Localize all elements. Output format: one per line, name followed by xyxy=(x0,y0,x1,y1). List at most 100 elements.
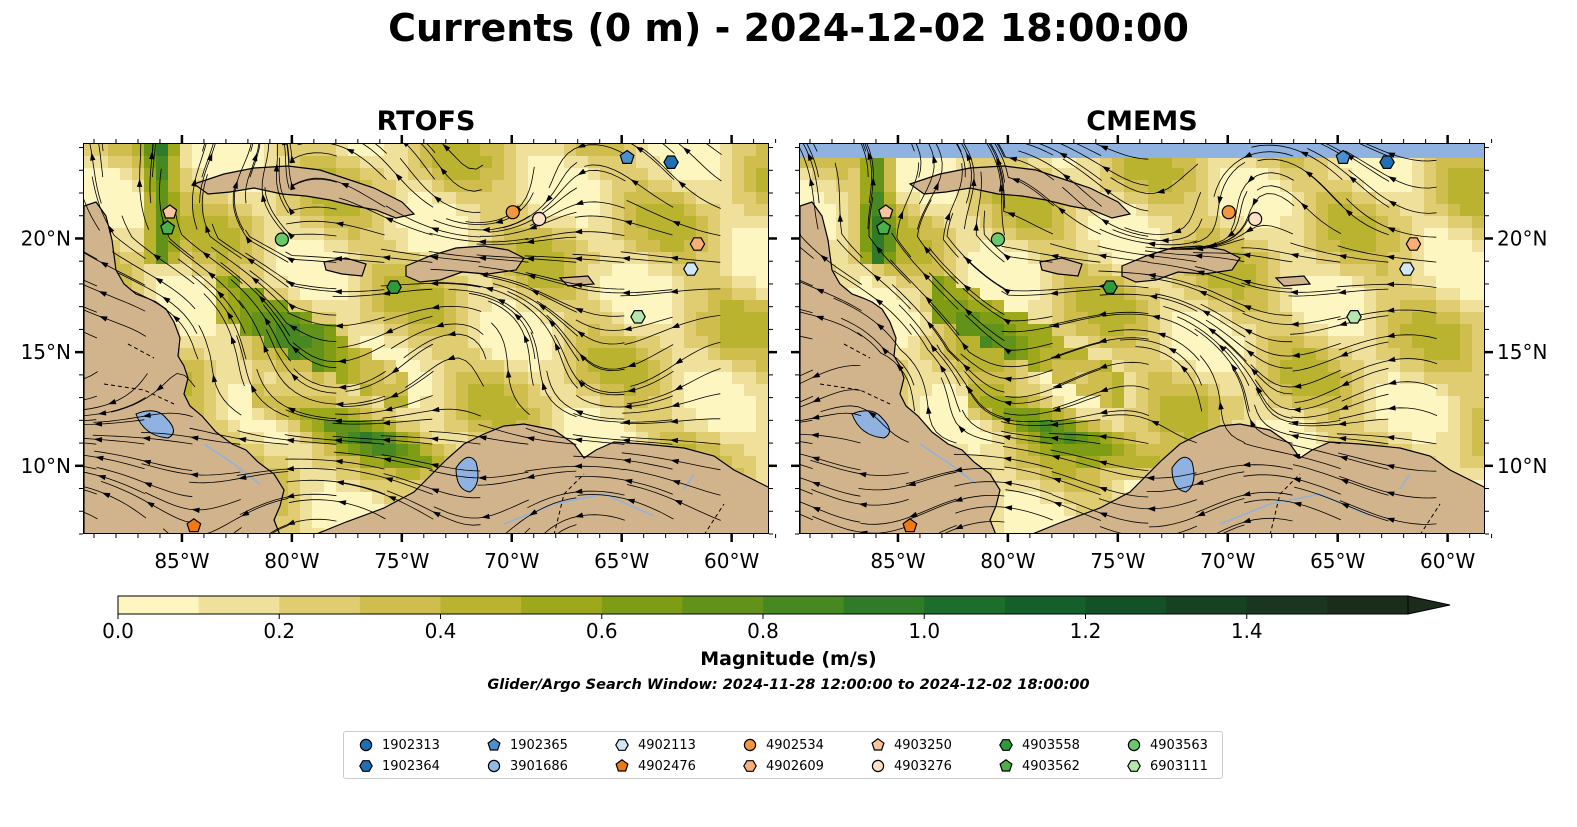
colorbar-segment xyxy=(1085,596,1167,614)
float-marker-4902609 xyxy=(1405,237,1422,251)
legend-marker-4903562 xyxy=(999,759,1013,772)
lon-tick-label: 75°W xyxy=(1090,549,1145,573)
colorbar-tick-label: 0.4 xyxy=(425,619,457,643)
legend-label: 4902113 xyxy=(638,737,696,753)
legend-marker-1902313 xyxy=(359,738,373,752)
legend-label: 4902476 xyxy=(638,758,696,774)
legend-marker-4903558 xyxy=(999,739,1013,751)
lon-tick-label: 70°W xyxy=(1200,549,1255,573)
colorbar-segment xyxy=(521,596,603,614)
map-panel-cmems[interactable] xyxy=(799,143,1485,534)
float-markers xyxy=(876,149,1422,533)
lat-tick-label: 20°N xyxy=(1497,226,1547,250)
colorbar-segment xyxy=(682,596,764,614)
float-marker-4902609 xyxy=(689,237,706,251)
lon-tick-label: 60°W xyxy=(1420,549,1475,573)
legend-marker-4903250 xyxy=(871,738,885,751)
colorbar-segment xyxy=(1327,596,1409,614)
panel-title-cmems: CMEMS xyxy=(1086,106,1198,137)
lat-tick-label: 20°N xyxy=(21,226,71,250)
float-marker-1902364 xyxy=(663,155,679,169)
colorbar-segment xyxy=(1246,596,1328,614)
colorbar-tick-label: 0.6 xyxy=(586,619,618,643)
legend-item: 6903111 xyxy=(1126,756,1208,776)
colorbar-tick-label: 1.0 xyxy=(908,619,940,643)
streamlines xyxy=(84,144,722,533)
legend-marker-3901686 xyxy=(487,759,501,773)
float-marker-4903276 xyxy=(532,211,547,227)
hexagon-marker-icon xyxy=(1127,760,1141,772)
colorbar-segment xyxy=(601,596,683,614)
colorbar-tick-label: 1.2 xyxy=(1070,619,1102,643)
legend-item: 1902313 xyxy=(358,735,440,755)
legend-label: 4902534 xyxy=(766,737,824,753)
map-panel-rtofs[interactable] xyxy=(83,143,769,534)
colorbar-label: Magnitude (m/s) xyxy=(700,648,877,670)
legend-marker-1902364 xyxy=(359,760,373,772)
colorbar-segment xyxy=(1004,596,1086,614)
float-marker-1902365 xyxy=(619,149,635,164)
colorbar-segment xyxy=(279,596,361,614)
legend-label: 4903562 xyxy=(1022,758,1080,774)
colorbar-tick-label: 0.8 xyxy=(747,619,779,643)
legend-label: 1902313 xyxy=(382,737,440,753)
circle-marker-icon xyxy=(743,738,757,752)
map-canvas xyxy=(800,144,1484,533)
colorbar-segment xyxy=(198,596,280,614)
colorbar-segment xyxy=(359,596,441,614)
map-canvas xyxy=(84,144,768,533)
float-marker-4903558 xyxy=(1102,280,1118,294)
legend-marker-4902113 xyxy=(615,739,629,751)
legend-label: 4902609 xyxy=(766,758,824,774)
float-marker-6903111 xyxy=(1346,310,1362,324)
land-masses xyxy=(84,165,768,533)
float-marker-4903562 xyxy=(876,220,892,235)
lon-tick-label: 85°W xyxy=(154,549,209,573)
legend-label: 4903558 xyxy=(1022,737,1080,753)
legend-marker-4903563 xyxy=(1127,738,1141,752)
hexagon-marker-icon xyxy=(999,739,1013,751)
circle-marker-icon xyxy=(359,738,373,752)
legend-marker-6903111 xyxy=(1127,760,1141,772)
circle-marker-icon xyxy=(871,759,885,773)
legend-item: 4903563 xyxy=(1126,735,1208,755)
legend-item: 1902364 xyxy=(358,756,440,776)
float-marker-1902365 xyxy=(1335,149,1351,164)
legend-item: 3901686 xyxy=(486,756,568,776)
lon-tick-label: 60°W xyxy=(704,549,759,573)
pentagon-marker-icon xyxy=(871,738,885,751)
lat-tick-label: 15°N xyxy=(1497,340,1547,364)
float-marker-4902534 xyxy=(1221,205,1236,220)
float-markers xyxy=(160,149,706,533)
legend-item: 4902609 xyxy=(742,756,824,776)
colorbar-tick-label: 1.4 xyxy=(1231,619,1263,643)
lat-tick-label: 15°N xyxy=(21,340,71,364)
legend-marker-4902609 xyxy=(743,760,757,772)
panel-title-rtofs: RTOFS xyxy=(376,106,476,137)
legend-item: 4903562 xyxy=(998,756,1080,776)
legend-label: 4903250 xyxy=(894,737,952,753)
float-marker-1902364 xyxy=(1379,155,1395,169)
float-marker-4902113 xyxy=(683,262,699,276)
legend-item: 4902534 xyxy=(742,735,824,755)
legend: 1902313 1902364 1902365 3901686 4902113 49024… xyxy=(343,731,1223,779)
colorbar-tick-label: 0.0 xyxy=(102,619,134,643)
colorbar-segment xyxy=(440,596,522,614)
colorbar: 0.0 0.2 0.4 0.6 0.8 1.0 1.2 1.4 xyxy=(102,595,1451,643)
map-axes: 85°W 80°W 75°W 70°W 65°W 60°W 20°N 15°N 10°N 85°W… xyxy=(21,135,1547,573)
float-marker-4903563 xyxy=(274,232,289,247)
lat-tick-label: 10°N xyxy=(1497,454,1547,478)
float-marker-6903111 xyxy=(630,310,646,324)
no-data-band xyxy=(800,144,1484,158)
legend-item: 4902113 xyxy=(614,735,696,755)
legend-item: 4902476 xyxy=(614,756,696,776)
legend-item: 4903276 xyxy=(870,756,952,776)
colorbar-extend-arrow xyxy=(1407,595,1451,615)
lon-tick-label: 85°W xyxy=(870,549,925,573)
legend-label: 1902365 xyxy=(510,737,568,753)
lon-tick-label: 70°W xyxy=(484,549,539,573)
legend-marker-4902534 xyxy=(743,738,757,752)
float-marker-4902113 xyxy=(1399,262,1415,276)
lon-tick-label: 65°W xyxy=(594,549,649,573)
colorbar-segment xyxy=(843,596,925,614)
